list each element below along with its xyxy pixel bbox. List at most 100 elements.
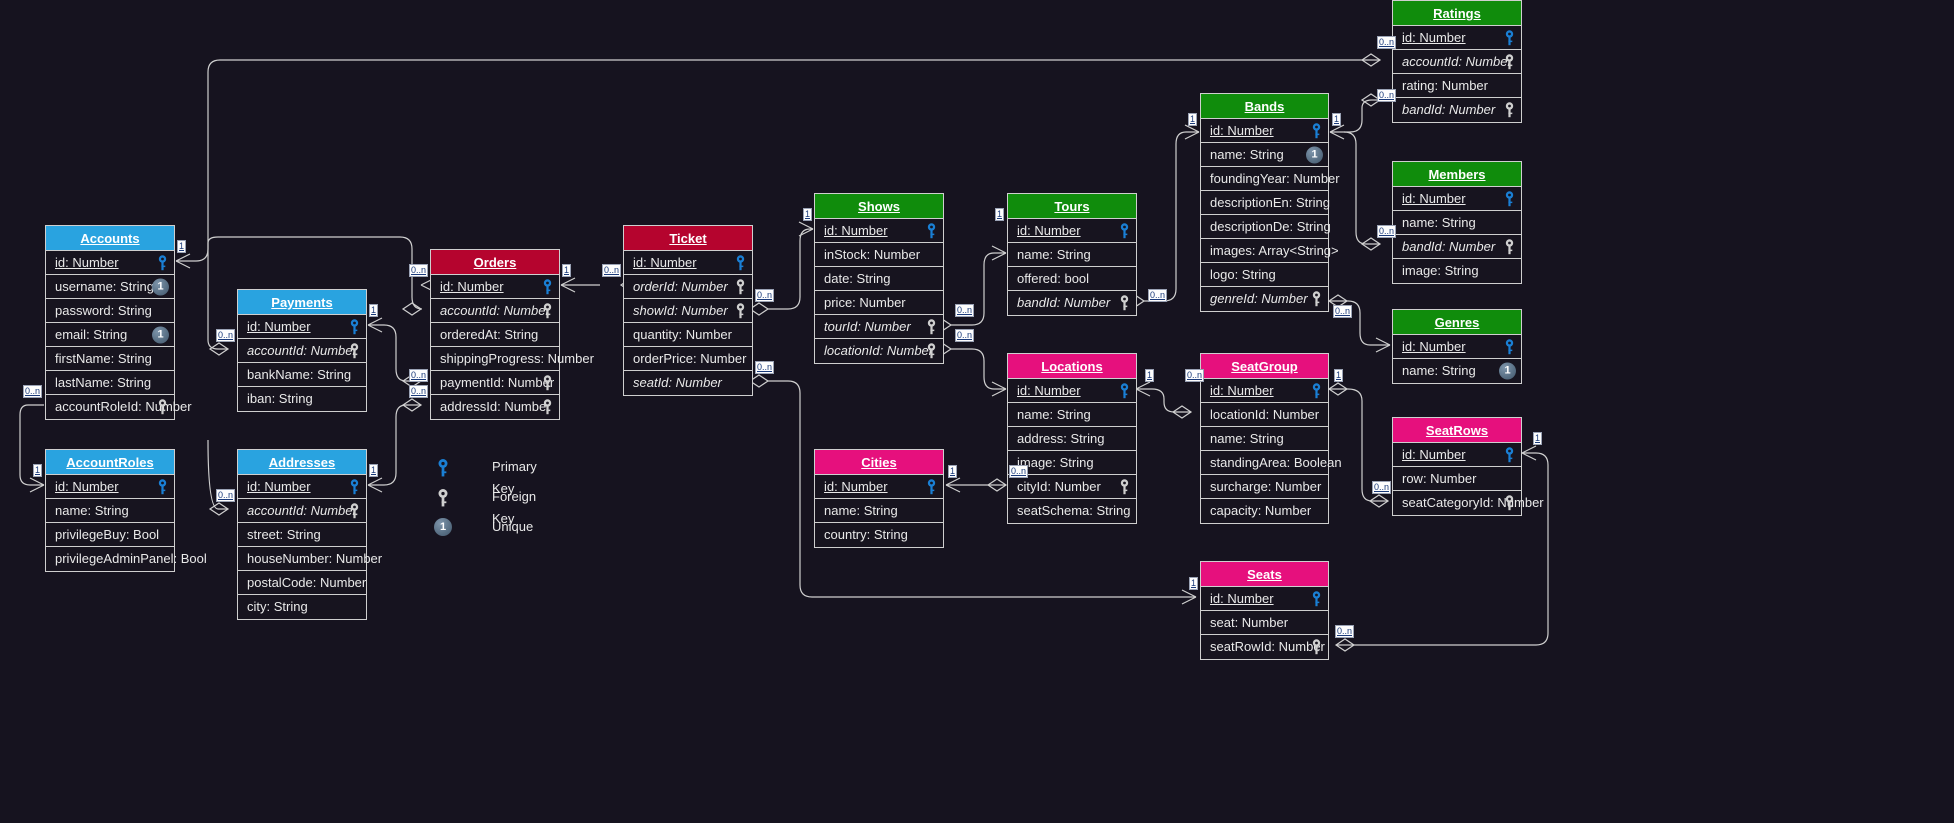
attribute-row[interactable]: name: String [1393,211,1521,235]
attribute-row[interactable]: tourId: Number [815,315,943,339]
attribute-row[interactable]: foundingYear: Number [1201,167,1340,191]
attribute-row[interactable]: id: Number [238,315,366,339]
attribute-label: bandId: Number [1402,102,1496,117]
attribute-row[interactable]: id: Number [1201,587,1328,611]
attribute-row[interactable]: id: Number [624,251,752,275]
attribute-row[interactable]: name: String [1008,243,1136,267]
attribute-row[interactable]: houseNumber: Number [238,547,382,571]
entity-cities[interactable]: Cities id: Number name: String country: Str… [814,449,944,548]
attribute-row[interactable]: privilegeBuy: Bool [46,523,174,547]
attribute-row[interactable]: id: Number [1393,26,1521,50]
attribute-row[interactable]: inStock: Number [815,243,943,267]
attribute-row[interactable]: seatRowId: Number [1201,635,1328,659]
attribute-row[interactable]: seatCategoryId: Number [1393,491,1544,515]
entity-members[interactable]: Members id: Number name: String bandId: Num… [1392,161,1522,284]
attribute-row[interactable]: id: Number [1393,187,1521,211]
attribute-row[interactable]: id: Number [238,475,366,499]
attribute-row[interactable]: rating: Number [1393,74,1521,98]
attribute-row[interactable]: bankName: String [238,363,366,387]
attribute-row[interactable]: name: String [46,499,174,523]
attribute-row[interactable]: id: Number [431,275,559,299]
attribute-row[interactable]: lastName: String [46,371,174,395]
attribute-row[interactable]: capacity: Number [1201,499,1328,523]
attribute-row[interactable]: images: Array<String> [1201,239,1339,263]
entity-ratings[interactable]: Ratings id: Number accountId: Number rating… [1392,0,1522,123]
attribute-row[interactable]: id: Number [815,475,943,499]
attribute-row[interactable]: quantity: Number [624,323,752,347]
attribute-row[interactable]: seatSchema: String [1008,499,1136,523]
attribute-row[interactable]: id: Number [815,219,943,243]
attribute-row[interactable]: id: Number [1393,443,1521,467]
attribute-row[interactable]: country: String [815,523,943,547]
attribute-row[interactable]: id: Number [46,251,174,275]
attribute-row[interactable]: name: String [1201,427,1328,451]
attribute-row[interactable]: seat: Number [1201,611,1328,635]
attribute-row[interactable]: name: String [1008,403,1136,427]
attribute-row[interactable]: name: String 1 [1201,143,1328,167]
attribute-row[interactable]: street: String [238,523,366,547]
attribute-row[interactable]: orderPrice: Number [624,347,752,371]
attribute-row[interactable]: shippingProgress: Number [431,347,594,371]
entity-addresses[interactable]: Addresses id: Number accountId: Number stre… [237,449,382,620]
attribute-row[interactable]: id: Number [1201,119,1328,143]
attribute-row[interactable]: address: String [1008,427,1136,451]
attribute-row[interactable]: bandId: Number [1008,291,1136,315]
entity-orders[interactable]: Orders id: Number accountId: Number ordered… [430,249,594,420]
entity-payments[interactable]: Payments id: Number accountId: Number bankN… [237,289,367,412]
entity-accounts[interactable]: Accounts id: Number username: String 1 passw… [45,225,192,420]
attribute-row[interactable]: surcharge: Number [1201,475,1328,499]
attribute-row[interactable]: row: Number [1393,467,1521,491]
attribute-row[interactable]: locationId: Number [815,339,943,363]
attribute-row[interactable]: id: Number [1008,379,1136,403]
attribute-row[interactable]: date: String [815,267,943,291]
attribute-row[interactable]: descriptionEn: String [1201,191,1330,215]
attribute-row[interactable]: image: String [1393,259,1521,283]
attribute-row[interactable]: orderedAt: String [431,323,559,347]
attribute-row[interactable]: iban: String [238,387,366,411]
attribute-row[interactable]: showId: Number [624,299,752,323]
attribute-row[interactable]: username: String 1 [46,275,174,299]
entity-accountroles[interactable]: AccountRoles id: Number name: String privil… [45,449,207,572]
attribute-row[interactable]: descriptionDe: String [1201,215,1331,239]
attribute-row[interactable]: locationId: Number [1201,403,1328,427]
attribute-row[interactable]: accountId: Number [1393,50,1521,74]
entity-locations[interactable]: Locations id: Number name: String address: … [1007,353,1137,524]
attribute-row[interactable]: postalCode: Number [238,571,366,595]
attribute-row[interactable]: seatId: Number [624,371,752,395]
attribute-row[interactable]: cityId: Number [1008,475,1136,499]
attribute-row[interactable]: password: String [46,299,174,323]
entity-tours[interactable]: Tours id: Number name: String offered: bool… [1007,193,1137,316]
attribute-row[interactable]: id: Number [1393,335,1521,359]
attribute-row[interactable]: standingArea: Boolean [1201,451,1342,475]
attribute-row[interactable]: orderId: Number [624,275,752,299]
entity-shows[interactable]: Shows id: Number inStock: Number date: Stri… [814,193,944,364]
attribute-row[interactable]: bandId: Number [1393,235,1521,259]
attribute-row[interactable]: id: Number [46,475,174,499]
attribute-row[interactable]: genreId: Number [1201,287,1328,311]
attribute-row[interactable]: accountId: Number [238,339,366,363]
foreign-key-icon [1504,495,1515,511]
attribute-row[interactable]: accountRoleId: Number [46,395,192,419]
attribute-row[interactable]: email: String 1 [46,323,174,347]
entity-seatgroup[interactable]: SeatGroup id: Number locationId: Number nam… [1200,353,1342,524]
attribute-row[interactable]: logo: String [1201,263,1328,287]
attribute-row[interactable]: offered: bool [1008,267,1136,291]
attribute-row[interactable]: accountId: Number [238,499,366,523]
attribute-row[interactable]: city: String [238,595,366,619]
entity-seats[interactable]: Seats id: Number seat: Number seatRowId: Nu… [1200,561,1329,660]
attribute-row[interactable]: privilegeAdminPanel: Bool [46,547,207,571]
entity-genres[interactable]: Genres id: Number name: String 1 [1392,309,1522,384]
attribute-row[interactable]: addressId: Number [431,395,559,419]
entity-seatrows[interactable]: SeatRows id: Number row: Number seatCategor… [1392,417,1544,516]
attribute-row[interactable]: id: Number [1201,379,1328,403]
attribute-row[interactable]: paymentId: Number [431,371,559,395]
attribute-row[interactable]: bandId: Number [1393,98,1521,122]
entity-ticket[interactable]: Ticket id: Number orderId: Number showId: N… [623,225,753,396]
attribute-row[interactable]: id: Number [1008,219,1136,243]
attribute-row[interactable]: name: String [815,499,943,523]
attribute-row[interactable]: firstName: String [46,347,174,371]
attribute-row[interactable]: name: String 1 [1393,359,1521,383]
attribute-row[interactable]: accountId: Number [431,299,559,323]
attribute-row[interactable]: price: Number [815,291,943,315]
entity-bands[interactable]: Bands id: Number name: String 1 foundingYear… [1200,93,1340,312]
